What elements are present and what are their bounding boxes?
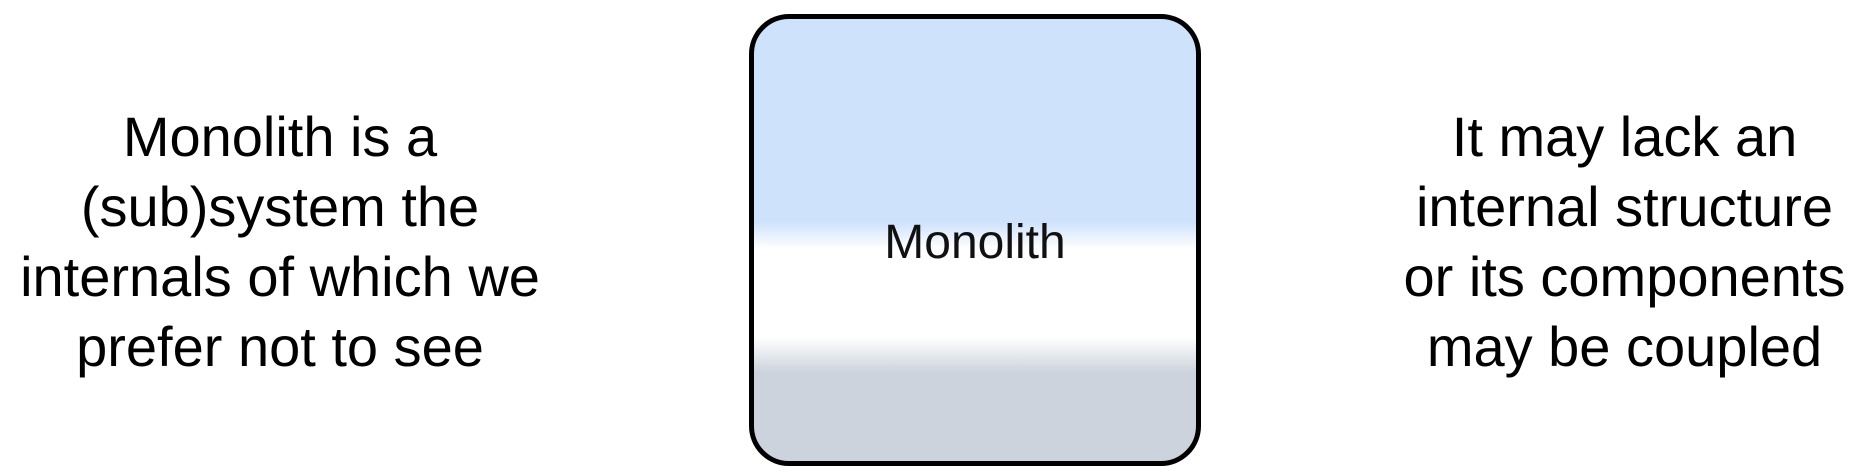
property-line-2: internal structure: [1415, 175, 1834, 238]
monolith-label: Monolith: [884, 216, 1066, 269]
definition-line-4: prefer not to see: [76, 315, 484, 378]
monolith-box: Monolith: [749, 14, 1201, 466]
definition-line-3: internals of which we: [20, 245, 540, 308]
property-line-1: It may lack an: [1451, 105, 1798, 168]
monolith-definition-text: Monolith is a (sub)system the internals …: [0, 102, 560, 382]
definition-line-1: Monolith is a: [122, 105, 438, 168]
property-line-4: may be coupled: [1426, 315, 1823, 378]
property-line-3: or its components: [1403, 245, 1846, 308]
definition-line-2: (sub)system the: [80, 175, 480, 238]
monolith-property-text: It may lack an internal structure or its…: [1376, 102, 1873, 382]
